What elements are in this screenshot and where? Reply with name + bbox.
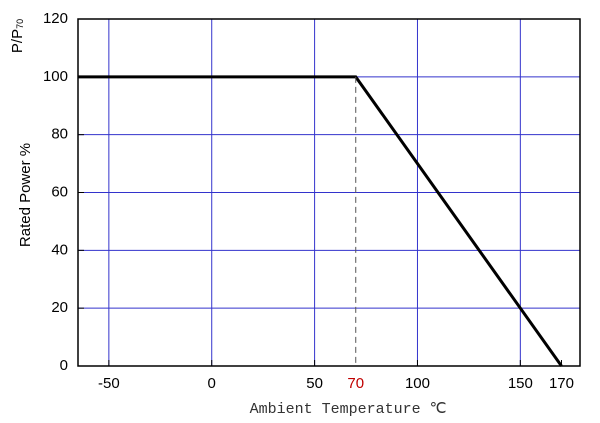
y-tick-label: 0 bbox=[60, 357, 68, 374]
y-tick-label: 20 bbox=[51, 299, 68, 316]
y-tick-label: 40 bbox=[51, 241, 68, 258]
x-axis-label: Ambient Temperature ℃ bbox=[250, 401, 447, 418]
x-tick-label: 150 bbox=[508, 375, 533, 392]
x-tick-label: -50 bbox=[98, 375, 120, 392]
line bbox=[78, 75, 563, 367]
y-tick-label: 120 bbox=[43, 10, 68, 27]
y-axis-label: Rated Power % bbox=[17, 143, 34, 247]
y-unit-main: P/P bbox=[9, 29, 26, 53]
plot-frame bbox=[77, 18, 581, 367]
y-tick-label: 80 bbox=[51, 126, 68, 143]
x-tick-label: 170 bbox=[549, 375, 574, 392]
y-tick-label: 60 bbox=[51, 183, 68, 200]
y-unit: P/P70 bbox=[9, 19, 26, 53]
y-tick-label: 100 bbox=[43, 68, 68, 85]
marker-label: 70 bbox=[347, 375, 364, 392]
x-tick-label: 0 bbox=[208, 375, 216, 392]
x-tick-label: 50 bbox=[306, 375, 323, 392]
x-tick-label: 100 bbox=[405, 375, 430, 392]
y-unit-sub: 70 bbox=[15, 19, 25, 29]
